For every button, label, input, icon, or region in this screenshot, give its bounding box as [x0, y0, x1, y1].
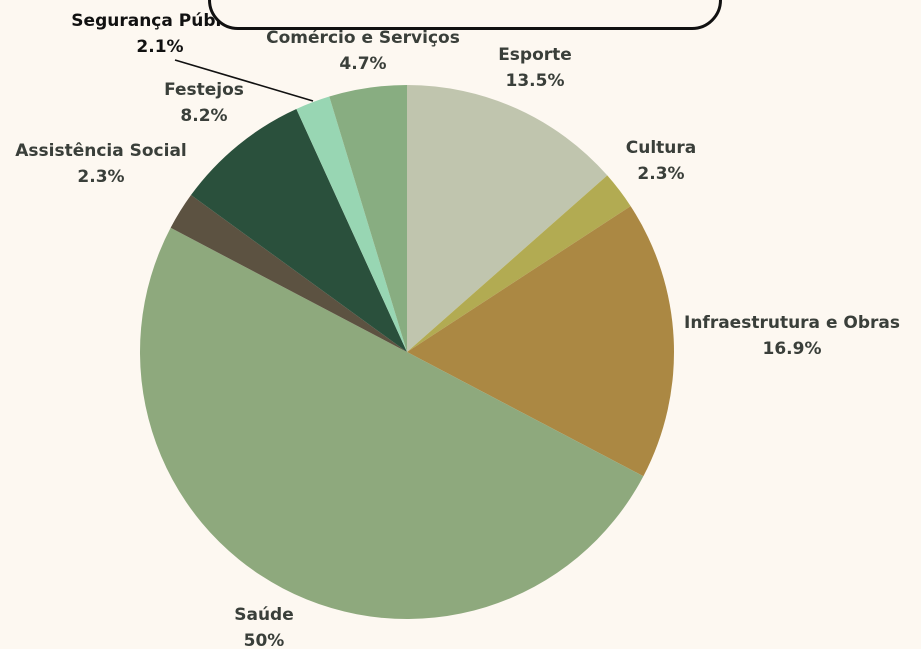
slice-value-esporte: 13.5%: [506, 71, 565, 91]
pie-slice-cultura: [407, 175, 631, 352]
slice-label-seguranca-publica: Segurança Pública: [71, 11, 248, 31]
slice-value-festejos: 8.2%: [180, 106, 227, 126]
slice-label-festejos: Festejos: [164, 80, 244, 100]
pie-slice-assistencia-social: [170, 195, 407, 352]
pie-slice-esporte: [407, 85, 608, 352]
slice-value-saude: 50%: [244, 631, 285, 649]
pie-slice-infraestrutura-e-obras: [407, 206, 675, 477]
pie-slice-festejos: [190, 109, 407, 352]
header-frame: [208, 0, 722, 30]
leader-line-seguranca-publica: [174, 59, 314, 102]
labels-group: Esporte 13.5% Cultura 2.3% Infraestrutura e …: [15, 11, 900, 649]
pie-slice-comercio-e-servicos: [329, 85, 407, 352]
pie-slice-seguranca-publica: [296, 96, 407, 352]
slice-label-esporte: Esporte: [498, 45, 572, 65]
pie-slice-saude: [139, 227, 644, 620]
slice-label-saude: Saúde: [234, 605, 294, 625]
slice-value-cultura: 2.3%: [637, 164, 684, 184]
slice-value-assistencia-social: 2.3%: [77, 167, 124, 187]
slice-label-infraestrutura-e-obras: Infraestrutura e Obras: [684, 313, 900, 333]
slice-label-comercio-e-servicos: Comércio e Serviços: [266, 28, 460, 48]
leader-lines: [174, 59, 314, 102]
slice-label-cultura: Cultura: [626, 138, 697, 158]
slice-value-infraestrutura-e-obras: 16.9%: [763, 339, 822, 359]
slices-group: [139, 85, 675, 620]
slice-value-seguranca-publica: 2.1%: [136, 37, 183, 57]
slice-value-comercio-e-servicos: 4.7%: [339, 54, 386, 74]
slice-label-assistencia-social: Assistência Social: [15, 141, 187, 161]
